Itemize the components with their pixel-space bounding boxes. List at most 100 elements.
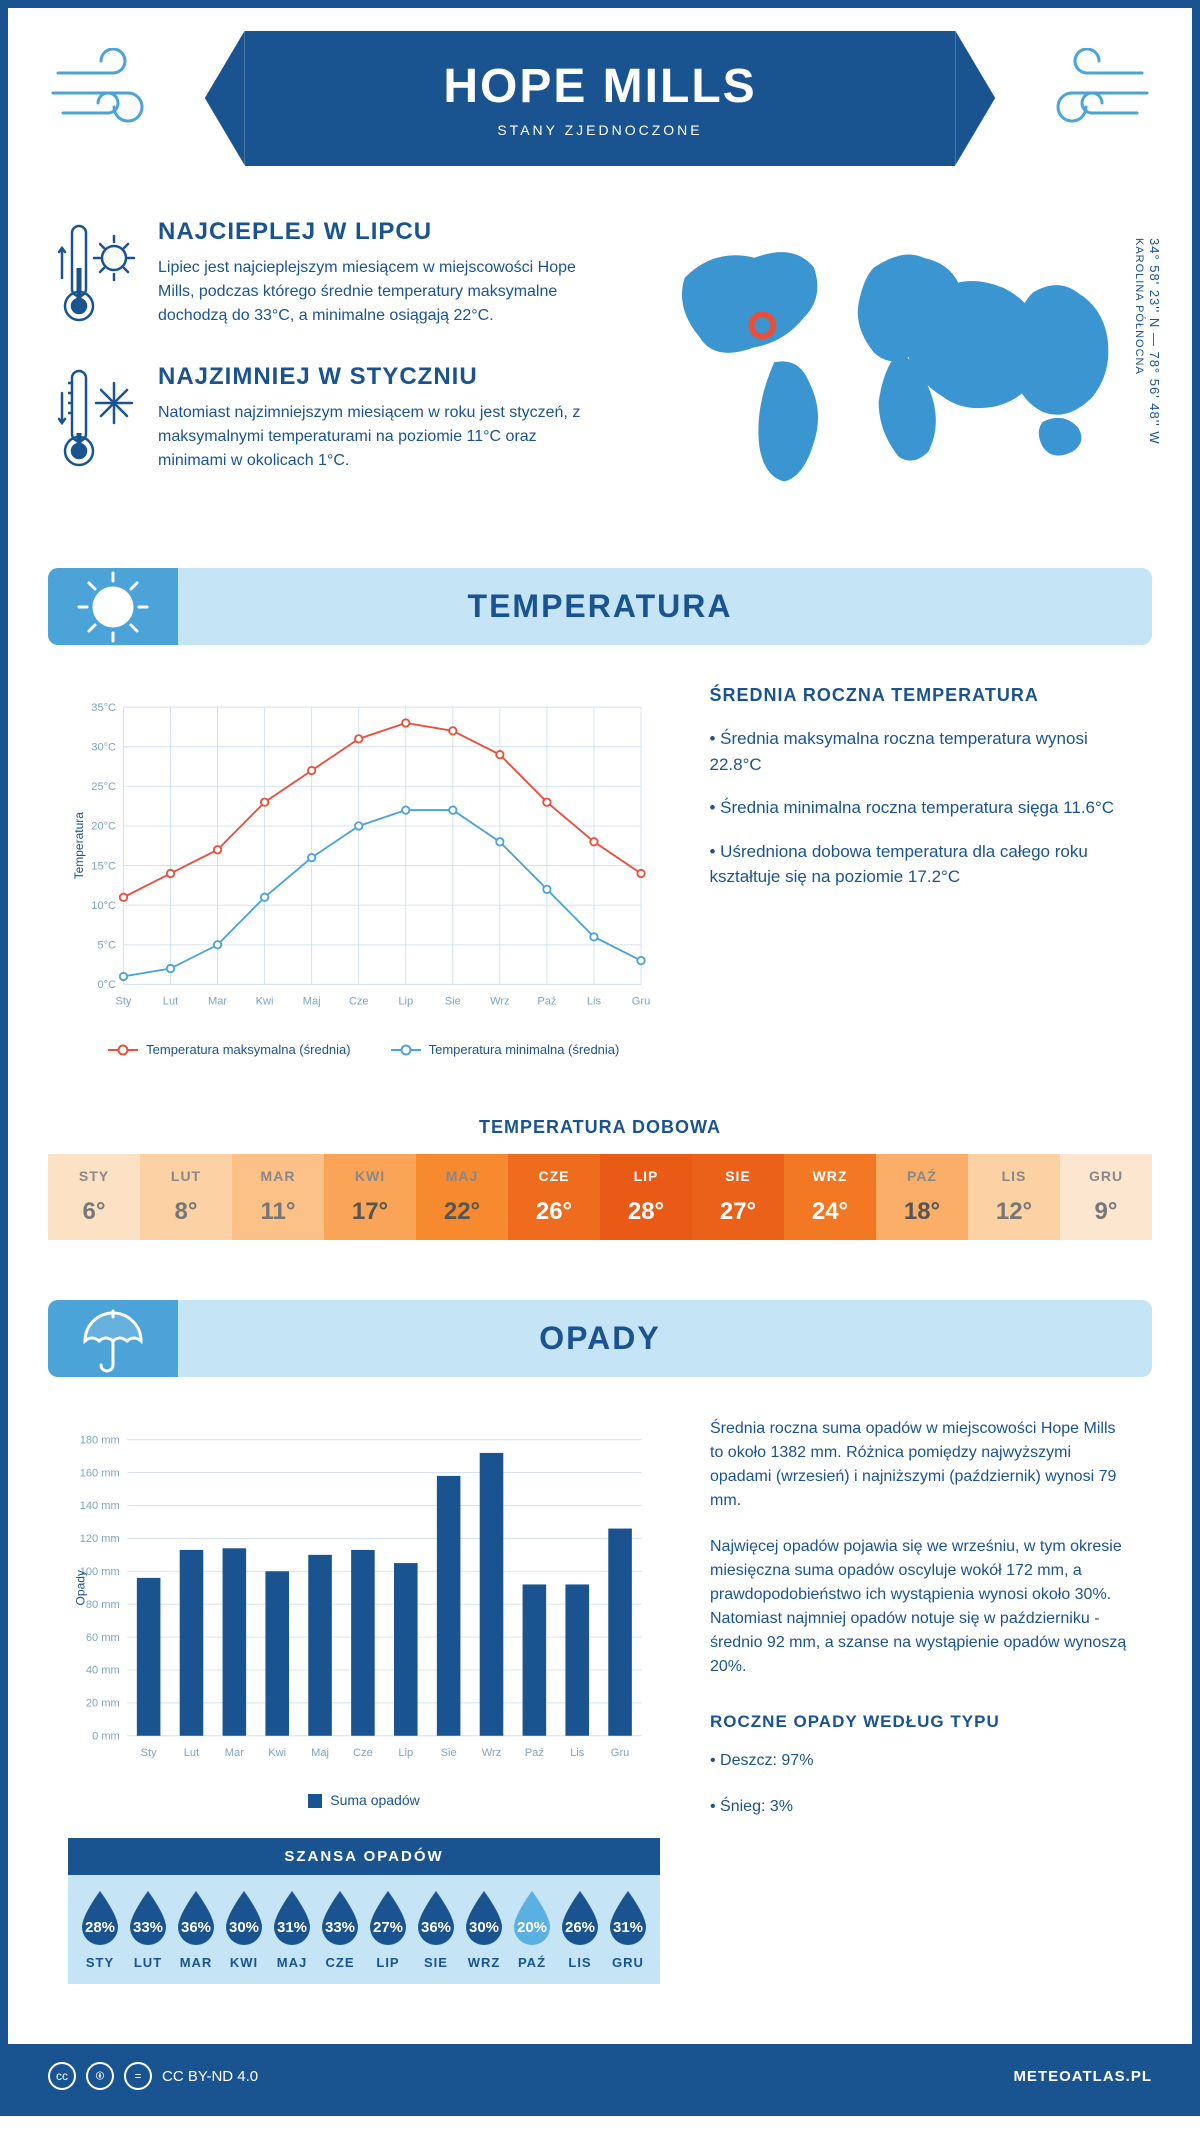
legend-min: .legend-item:nth-child(2) .legend-swatch… xyxy=(391,1042,620,1057)
daily-temp-cell: CZE26° xyxy=(508,1154,600,1240)
legend-max: .legend-item:nth-child(1) .legend-swatch… xyxy=(108,1042,350,1057)
svg-text:35°C: 35°C xyxy=(91,702,116,714)
chance-cell: 33% LUT xyxy=(124,1889,172,1970)
svg-text:60 mm: 60 mm xyxy=(86,1632,120,1644)
svg-text:Kwi: Kwi xyxy=(268,1747,286,1759)
raindrop-icon: 36% xyxy=(172,1889,220,1947)
svg-text:Lip: Lip xyxy=(398,996,413,1008)
chance-cell: 20% PAŹ xyxy=(508,1889,556,1970)
svg-text:Mar: Mar xyxy=(225,1747,244,1759)
daily-temp-cell: LIS12° xyxy=(968,1154,1060,1240)
svg-text:Lis: Lis xyxy=(587,996,602,1008)
raindrop-icon: 26% xyxy=(556,1889,604,1947)
chance-cell: 33% CZE xyxy=(316,1889,364,1970)
precip-legend: Suma opadów xyxy=(68,1792,660,1808)
chance-title: SZANSA OPADÓW xyxy=(68,1838,660,1875)
svg-text:Lip: Lip xyxy=(398,1747,413,1759)
page-title: HOPE MILLS xyxy=(325,59,875,114)
cold-text: Natomiast najzimniejszym miesiącem w rok… xyxy=(158,401,605,473)
thermometer-cold-icon xyxy=(58,363,138,478)
raindrop-icon: 27% xyxy=(364,1889,412,1947)
header: HOPE MILLS STANY ZJEDNOCZONE xyxy=(8,8,1192,188)
daily-temp-cell: LUT8° xyxy=(140,1154,232,1240)
svg-text:80 mm: 80 mm xyxy=(86,1599,120,1611)
daily-temp-cell: GRU9° xyxy=(1060,1154,1152,1240)
cold-title: NAJZIMNIEJ W STYCZNIU xyxy=(158,363,605,391)
raindrop-icon: 33% xyxy=(316,1889,364,1947)
umbrella-icon xyxy=(48,1300,178,1377)
avg-temp-b1: • Średnia maksymalna roczna temperatura … xyxy=(710,726,1133,777)
avg-temp-b2: • Średnia minimalna roczna temperatura s… xyxy=(710,795,1133,821)
svg-text:Opady: Opady xyxy=(74,1570,88,1605)
svg-text:Wrz: Wrz xyxy=(490,996,509,1008)
intro-section: NAJCIEPLEJ W LIPCU Lipiec jest najcieple… xyxy=(8,188,1192,538)
daily-temp-cell: WRZ24° xyxy=(784,1154,876,1240)
avg-temp-title: ŚREDNIA ROCZNA TEMPERATURA xyxy=(710,685,1133,706)
daily-temp-cell: KWI17° xyxy=(324,1154,416,1240)
coordinates: 34° 58' 23'' N — 78° 56' 48'' W KAROLINA… xyxy=(1132,238,1162,445)
precip-snow: • Śnieg: 3% xyxy=(710,1795,1132,1819)
cc-icon: cc xyxy=(48,2062,76,2090)
chance-cell: 31% MAJ xyxy=(268,1889,316,1970)
svg-text:Paź: Paź xyxy=(537,996,556,1008)
daily-temp-title: TEMPERATURA DOBOWA xyxy=(8,1117,1192,1138)
precip-p2: Najwięcej opadów pojawia się we wrześniu… xyxy=(710,1535,1132,1679)
hot-title: NAJCIEPLEJ W LIPCU xyxy=(158,218,605,246)
license: cc 🅯 = CC BY-ND 4.0 xyxy=(48,2062,258,2090)
temperature-heading: TEMPERATURA xyxy=(48,588,1152,625)
raindrop-icon: 30% xyxy=(220,1889,268,1947)
chance-strip: 28% STY 33% LUT 36% MAR 30% KWI 31% MAJ xyxy=(68,1875,660,1984)
precip-heading: OPADY xyxy=(48,1320,1152,1357)
precip-bar-chart: 0 mm20 mm40 mm60 mm80 mm100 mm120 mm140 … xyxy=(68,1417,660,1984)
avg-temp-b3: • Uśredniona dobowa temperatura dla całe… xyxy=(710,839,1133,890)
svg-text:Mar: Mar xyxy=(208,996,227,1008)
svg-text:5°C: 5°C xyxy=(97,939,116,951)
svg-text:Cze: Cze xyxy=(353,1747,373,1759)
site-name: METEOATLAS.PL xyxy=(1013,2068,1152,2085)
raindrop-icon: 28% xyxy=(76,1889,124,1947)
chance-cell: 36% MAR xyxy=(172,1889,220,1970)
svg-text:Sie: Sie xyxy=(445,996,461,1008)
daily-temp-cell: MAR11° xyxy=(232,1154,324,1240)
world-map: 34° 58' 23'' N — 78° 56' 48'' W KAROLINA… xyxy=(645,218,1142,508)
chance-cell: 30% KWI xyxy=(220,1889,268,1970)
svg-text:15°C: 15°C xyxy=(91,860,116,872)
by-icon: 🅯 xyxy=(86,2062,114,2090)
temperature-section-head: TEMPERATURA xyxy=(48,568,1152,645)
thermometer-hot-icon xyxy=(58,218,138,333)
hot-text: Lipiec jest najcieplejszym miesiącem w m… xyxy=(158,256,605,328)
svg-text:Maj: Maj xyxy=(311,1747,329,1759)
daily-temp-cell: MAJ22° xyxy=(416,1154,508,1240)
precip-p1: Średnia roczna suma opadów w miejscowośc… xyxy=(710,1417,1132,1513)
svg-text:40 mm: 40 mm xyxy=(86,1665,120,1677)
svg-text:Gru: Gru xyxy=(611,1747,630,1759)
daily-temp-cell: STY6° xyxy=(48,1154,140,1240)
daily-temp-cell: SIE27° xyxy=(692,1154,784,1240)
chance-cell: 26% LIS xyxy=(556,1889,604,1970)
country-label: STANY ZJEDNOCZONE xyxy=(325,122,875,138)
svg-text:Paź: Paź xyxy=(525,1747,544,1759)
precip-section-head: OPADY xyxy=(48,1300,1152,1377)
nd-icon: = xyxy=(124,2062,152,2090)
sun-icon xyxy=(48,568,178,645)
svg-text:Maj: Maj xyxy=(303,996,321,1008)
svg-text:Sie: Sie xyxy=(441,1747,457,1759)
raindrop-icon: 31% xyxy=(268,1889,316,1947)
svg-text:140 mm: 140 mm xyxy=(80,1500,120,1512)
raindrop-icon: 30% xyxy=(460,1889,508,1947)
precip-rain: • Deszcz: 97% xyxy=(710,1749,1132,1773)
precip-type-title: ROCZNE OPADY WEDŁUG TYPU xyxy=(710,1709,1132,1735)
chance-cell: 28% STY xyxy=(76,1889,124,1970)
svg-text:Temperatura: Temperatura xyxy=(72,812,86,880)
chance-cell: 27% LIP xyxy=(364,1889,412,1970)
svg-text:10°C: 10°C xyxy=(91,900,116,912)
svg-text:20 mm: 20 mm xyxy=(86,1698,120,1710)
chance-cell: 30% WRZ xyxy=(460,1889,508,1970)
footer: cc 🅯 = CC BY-ND 4.0 METEOATLAS.PL xyxy=(8,2044,1192,2108)
chance-cell: 31% GRU xyxy=(604,1889,652,1970)
raindrop-icon: 36% xyxy=(412,1889,460,1947)
svg-text:Sty: Sty xyxy=(115,996,131,1008)
svg-text:Sty: Sty xyxy=(141,1747,157,1759)
svg-text:Cze: Cze xyxy=(349,996,369,1008)
wind-icon xyxy=(48,48,158,143)
